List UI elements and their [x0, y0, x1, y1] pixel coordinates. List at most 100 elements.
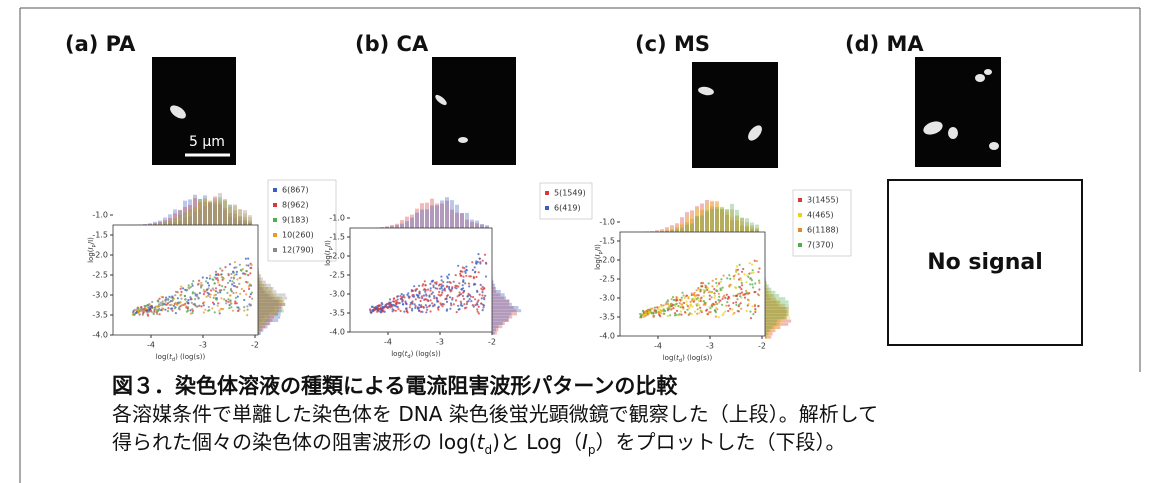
y-tick-label: -4.0: [329, 328, 345, 337]
scatter-point: [457, 264, 460, 267]
scatter-point: [142, 309, 145, 312]
scatter-point: [221, 278, 224, 281]
scatter-point: [711, 305, 714, 308]
scatter-point: [452, 280, 455, 283]
scatter-point: [425, 306, 428, 309]
scatter-point: [208, 277, 211, 280]
scatter-point: [179, 294, 182, 297]
scatter-point: [420, 295, 423, 298]
histogram-bar: [198, 198, 202, 225]
scatter-point: [159, 304, 162, 307]
scatter-point: [238, 282, 241, 285]
scatter-point: [153, 309, 156, 312]
scatter-point: [446, 281, 449, 284]
scatter-point: [692, 293, 695, 296]
scatter-point: [750, 263, 754, 266]
histogram-bar: [740, 221, 744, 232]
scatter-point: [697, 299, 701, 302]
scatter-point: [160, 309, 163, 312]
histogram-bar: [238, 217, 242, 225]
scatter-point: [735, 303, 738, 306]
scatter-point: [232, 276, 235, 279]
scatter-point: [202, 304, 205, 307]
histogram-bar: [395, 223, 399, 228]
legend-label: 5(1549): [554, 189, 586, 198]
scatter-point: [433, 303, 436, 306]
histogram-bar: [258, 322, 263, 326]
scatter-point: [226, 281, 230, 284]
histogram-bar: [680, 217, 684, 232]
histogram-bar: [765, 300, 789, 304]
scatter-point: [132, 309, 135, 312]
scatter-point: [722, 274, 725, 277]
histogram-bar: [720, 209, 724, 232]
scatter-point: [483, 253, 487, 256]
scatter-point: [209, 296, 212, 299]
caption-sub: d: [484, 443, 493, 457]
scatter-point: [449, 290, 452, 293]
scatter-point: [734, 286, 738, 289]
scatter-point: [739, 292, 742, 295]
scatter-point: [705, 285, 708, 288]
scatter-point: [727, 309, 730, 313]
scatter-point: [720, 303, 724, 306]
scatter-point: [483, 296, 486, 299]
scatter-point: [735, 265, 739, 268]
histogram-bar: [665, 229, 669, 232]
histogram-bar: [258, 315, 265, 319]
scatter-point: [669, 314, 672, 317]
histogram-bar: [258, 299, 285, 303]
histogram-bar: [445, 197, 449, 228]
scatter-point: [708, 310, 711, 313]
scatter-point: [437, 308, 440, 311]
scatter-point: [239, 292, 242, 295]
scatter-point: [646, 309, 649, 312]
histogram-bar: [492, 283, 494, 287]
histogram-bar: [492, 328, 497, 332]
scatter-point: [449, 307, 452, 310]
legend-label: 8(962): [282, 201, 309, 210]
scatter-point: [413, 303, 416, 306]
scatter-point: [223, 298, 226, 301]
histogram-bar: [765, 287, 769, 291]
scatter-point: [696, 297, 699, 300]
histogram-bar: [223, 207, 227, 225]
caption-line: 得られた個々の染色体の阻害波形の log(td)と Log（Ip）をプロットした…: [112, 426, 846, 457]
scatter-point: [477, 305, 480, 308]
histogram-bar: [258, 312, 281, 316]
scatter-point: [184, 288, 187, 291]
histogram-bar: [183, 212, 187, 225]
scatter-point: [233, 261, 236, 264]
histogram-bar: [198, 199, 202, 225]
histogram-bar: [228, 216, 232, 225]
y-axis-label-part: I: [87, 247, 95, 249]
histogram-bar: [208, 200, 212, 225]
histogram-bar: [258, 299, 284, 303]
scatter-point: [204, 308, 207, 311]
histogram-bar: [690, 223, 694, 232]
histogram-bar: [735, 220, 739, 232]
histogram-bar: [258, 322, 270, 326]
scatter-point: [218, 309, 221, 312]
chromosome: [989, 142, 999, 150]
chromosome: [748, 125, 762, 141]
scatter-point: [219, 307, 222, 310]
scatter-point: [191, 291, 194, 294]
histogram-bar: [258, 287, 273, 290]
histogram-bar: [492, 299, 510, 303]
scatter-point: [152, 312, 155, 316]
scatter-point: [215, 273, 218, 276]
scatter-point: [235, 270, 238, 273]
x-axis-label: log(td) (log(s)): [663, 354, 713, 364]
scatter-point: [199, 284, 202, 287]
scatter-point: [171, 307, 174, 310]
histogram-bar: [492, 286, 497, 290]
scatter-point: [225, 299, 228, 302]
histogram-bar: [198, 209, 202, 225]
histogram-bar: [695, 216, 699, 232]
histogram-bar: [765, 297, 786, 301]
scatter-point: [197, 297, 200, 300]
histogram-bar: [470, 221, 474, 228]
scatter-point: [758, 288, 761, 291]
scatter-point: [238, 308, 241, 311]
